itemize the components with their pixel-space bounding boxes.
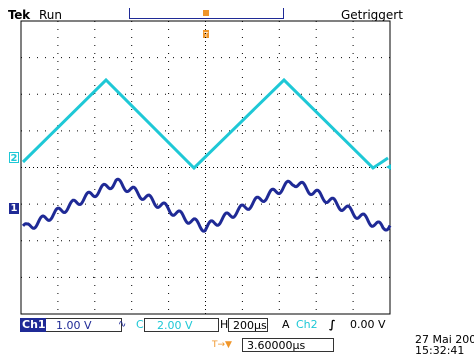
ch1-scale[interactable]: 1.00 V — [46, 318, 122, 332]
trigger-status: Getriggert — [341, 8, 403, 22]
capture-time: 15:32:41 — [415, 344, 465, 357]
trigger-offset-icon: T→▼ — [212, 340, 232, 350]
svg-text:T: T — [203, 31, 209, 39]
ch2-trigger-level-icon — [386, 164, 391, 170]
ch1-label[interactable]: Ch1 — [20, 318, 46, 332]
horizontal-offset-value[interactable]: 3.60000µs — [242, 338, 334, 352]
acquisition-state: Run — [39, 8, 63, 22]
trigger-mode: A — [282, 318, 290, 331]
horizontal-scale[interactable]: 200µs — [228, 318, 268, 332]
trigger-slope-icon: ∫ — [329, 318, 336, 331]
ch2-scale[interactable]: 2.00 V — [144, 318, 219, 332]
horizontal-label: H — [220, 318, 229, 331]
brand-logo: Tek — [8, 8, 30, 22]
waveforms — [21, 77, 392, 233]
capture-date: 27 Mai 2004 — [415, 333, 474, 346]
trigger-level[interactable]: 0.00 V — [350, 318, 386, 331]
ch2-waveform — [21, 77, 389, 171]
ch2-marker: 2 — [9, 152, 19, 164]
ch1-coupling-icon: ∿ — [118, 319, 127, 330]
trigger-source[interactable]: Ch2 — [296, 318, 318, 331]
record-bar — [129, 8, 284, 19]
ch1-waveform — [21, 177, 392, 233]
graticule-lines — [21, 21, 390, 314]
ch1-marker: 1 — [9, 203, 19, 214]
